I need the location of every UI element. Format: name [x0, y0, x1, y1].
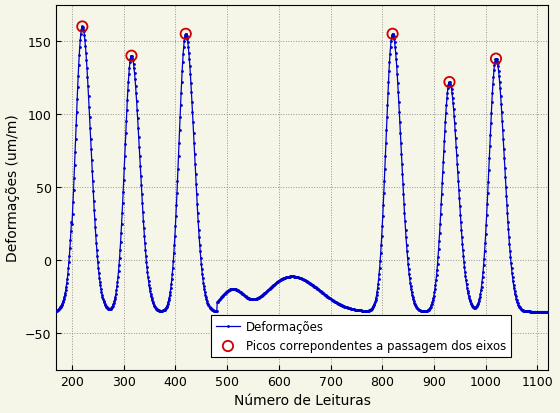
Picos correpondentes a passagem dos eixos: [445, 80, 454, 86]
Deformações: [79, 25, 86, 30]
Picos correpondentes a passagem dos eixos: [388, 31, 397, 38]
Deformações: [489, 83, 496, 88]
Line: Deformações: Deformações: [55, 26, 549, 313]
Picos correpondentes a passagem dos eixos: [492, 56, 501, 63]
Deformações: [453, 145, 460, 150]
Picos correpondentes a passagem dos eixos: [181, 31, 190, 38]
Picos correpondentes a passagem dos eixos: [78, 24, 87, 31]
Deformações: [544, 309, 551, 314]
Deformações: [148, 294, 155, 299]
Picos correpondentes a passagem dos eixos: [127, 53, 136, 60]
Legend: Deformações, Picos correpondentes a passagem dos eixos: Deformações, Picos correpondentes a pass…: [212, 316, 511, 357]
Deformações: [460, 254, 467, 259]
X-axis label: Número de Leituras: Número de Leituras: [234, 394, 371, 408]
Deformações: [53, 309, 60, 314]
Deformações: [539, 309, 545, 314]
Deformações: [189, 100, 195, 105]
Y-axis label: Deformações (um/m): Deformações (um/m): [6, 114, 20, 261]
